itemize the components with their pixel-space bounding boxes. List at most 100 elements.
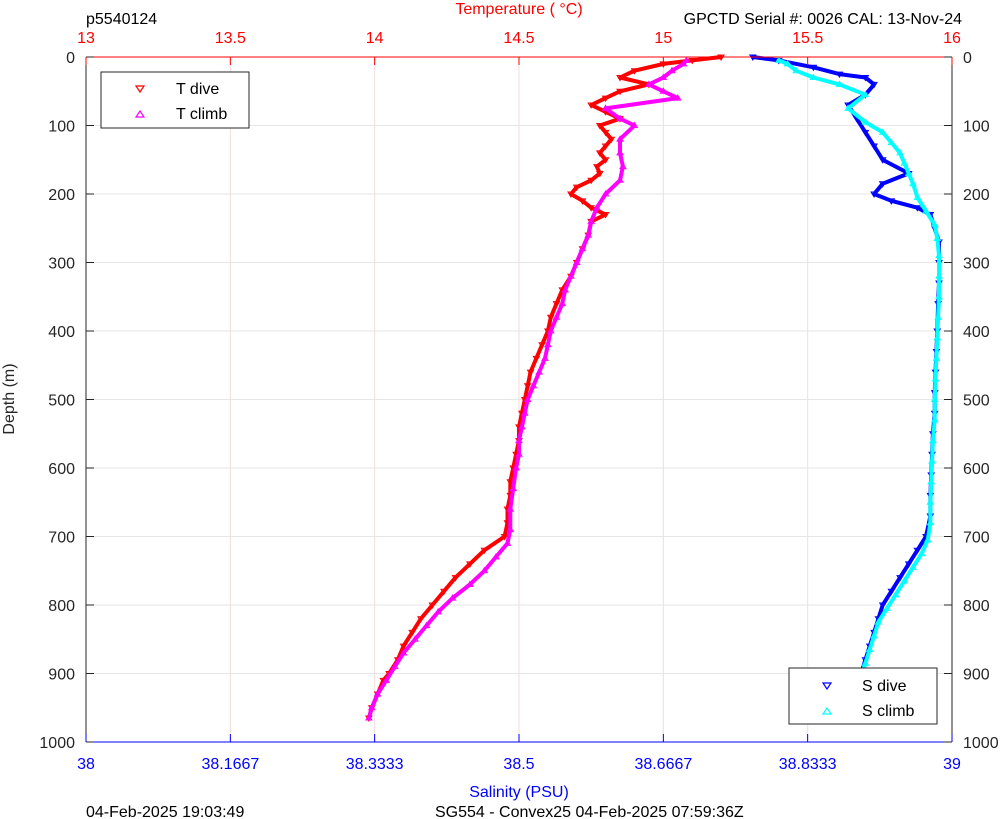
data-point <box>382 676 391 683</box>
data-point <box>909 179 917 187</box>
y-axis-label: Depth (m) <box>1 363 18 434</box>
data-point <box>896 148 904 156</box>
data-point <box>601 129 610 137</box>
data-point <box>601 95 610 103</box>
data-point <box>448 594 457 601</box>
series-trace-t-climb <box>366 58 689 720</box>
y-tick-label-left: 500 <box>48 393 75 410</box>
y-tick-label-right: 800 <box>963 598 990 615</box>
data-point <box>541 354 549 361</box>
y-tick-label-right: 100 <box>963 119 990 136</box>
bottom-tick-label: 38.5 <box>503 756 534 773</box>
data-point <box>546 314 555 322</box>
data-point <box>923 535 932 543</box>
data-point <box>913 547 922 555</box>
data-point <box>515 450 523 457</box>
data-point <box>688 57 697 65</box>
data-point <box>865 645 874 653</box>
data-point <box>904 169 913 176</box>
data-point <box>558 299 567 307</box>
data-point <box>416 616 425 623</box>
data-point <box>509 484 518 492</box>
data-point <box>373 690 382 697</box>
data-point <box>593 164 601 171</box>
data-point <box>523 395 532 402</box>
data-point <box>390 662 399 670</box>
y-tick-label-right: 200 <box>963 187 990 204</box>
y-tick-label-right: 300 <box>963 256 990 273</box>
y-tick-label-right: 700 <box>963 530 990 547</box>
data-point <box>595 170 604 178</box>
data-point <box>931 374 940 382</box>
data-point <box>593 203 601 211</box>
data-point <box>503 539 512 546</box>
right-ticks: 0 100 200 300 400 500 600 700 800 900 1000 <box>944 50 999 752</box>
data-point <box>616 114 624 122</box>
data-point <box>520 409 529 416</box>
data-point <box>928 457 936 464</box>
y-tick-label-right: 500 <box>963 393 990 410</box>
left-ticks: 0 100 200 300 400 500 600 700 800 900 1000 <box>39 50 94 752</box>
data-point <box>883 604 891 611</box>
data-point <box>878 128 887 135</box>
data-point <box>679 59 688 67</box>
data-point <box>792 66 801 74</box>
series-trace-t-dive <box>366 55 724 720</box>
data-point <box>878 181 887 188</box>
data-point <box>546 327 555 334</box>
data-point <box>595 123 604 130</box>
series-s-climb <box>774 56 943 721</box>
data-point <box>506 505 515 512</box>
y-tick-label-left: 800 <box>48 598 75 615</box>
data-point <box>870 143 878 151</box>
data-point <box>927 477 936 485</box>
data-point <box>900 577 909 584</box>
data-point <box>668 66 676 74</box>
y-tick-label-right: 0 <box>963 50 972 67</box>
series-layer <box>365 54 943 722</box>
data-point <box>607 136 616 144</box>
data-point <box>929 436 937 444</box>
data-point <box>619 162 627 170</box>
data-point <box>466 561 474 568</box>
data-point <box>526 369 535 377</box>
data-point <box>783 59 792 67</box>
y-tick-label-left: 100 <box>48 119 75 136</box>
top-tick-label: 14 <box>366 30 384 47</box>
series-trace-s-climb <box>776 58 941 720</box>
data-point <box>572 184 581 192</box>
data-point <box>659 87 668 94</box>
data-point <box>645 80 653 87</box>
y-tick-label-left: 200 <box>48 187 75 204</box>
data-point <box>518 422 526 430</box>
data-point <box>926 518 935 526</box>
data-point <box>552 301 561 308</box>
footer-timestamp: 04-Feb-2025 19:03:49 <box>86 804 244 819</box>
data-point <box>870 81 878 89</box>
s-climb-legend-marker <box>821 706 833 715</box>
data-point <box>934 313 943 320</box>
data-point <box>887 588 896 596</box>
data-point <box>809 73 818 81</box>
data-point <box>587 177 596 185</box>
bottom-ticks: 38 38.1667 38.3333 38.5 38.6667 38.8333 39 <box>77 734 961 773</box>
data-point <box>900 159 909 166</box>
data-point <box>466 580 474 587</box>
data-point <box>891 590 900 598</box>
data-point <box>561 285 570 293</box>
data-point <box>909 563 917 570</box>
bottom-tick-label: 38.6667 <box>634 756 692 773</box>
data-point <box>601 143 610 151</box>
data-point <box>844 104 852 111</box>
bottom-tick-label: 38 <box>77 756 95 773</box>
y-tick-label-left: 900 <box>48 667 75 684</box>
data-point <box>399 643 408 651</box>
data-point <box>506 525 515 533</box>
data-point <box>932 354 941 361</box>
data-point <box>422 621 431 629</box>
data-point <box>440 588 448 596</box>
top-tick-label: 13.5 <box>215 30 246 47</box>
y-tick-label-left: 0 <box>66 50 75 67</box>
data-point <box>878 157 887 164</box>
data-point <box>933 333 942 341</box>
